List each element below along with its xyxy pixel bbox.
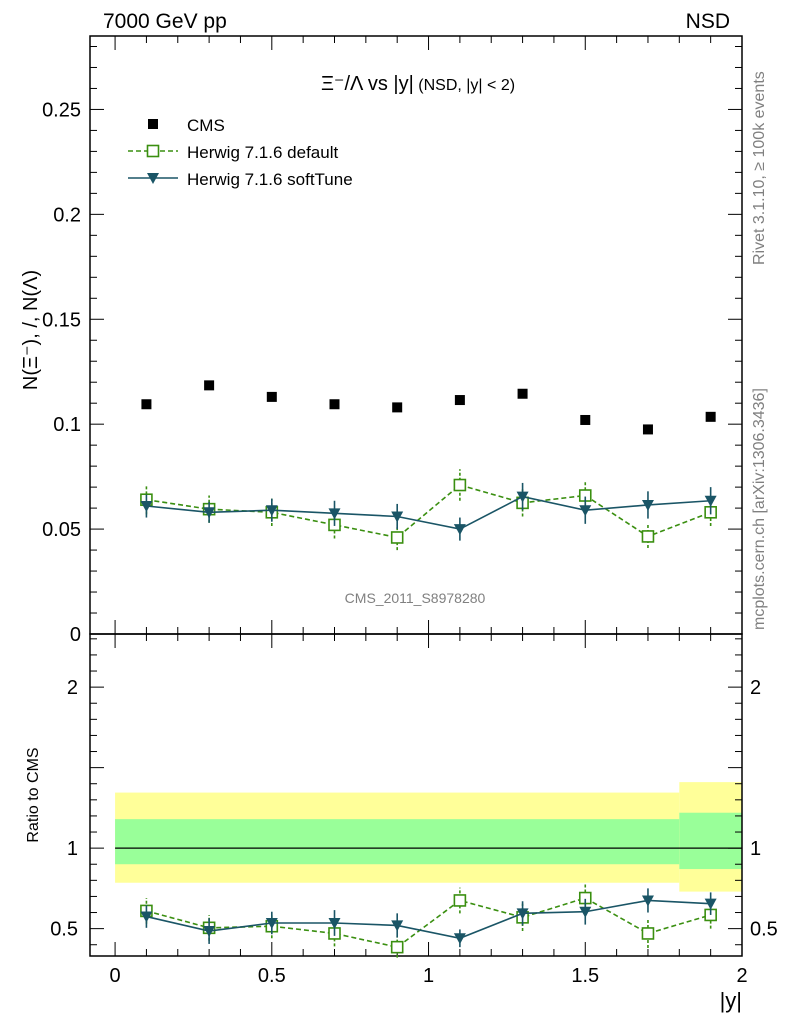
x-tick-label: 1.5 (571, 965, 599, 987)
legend-item: Herwig 7.1.6 softTune (128, 170, 353, 189)
legend-marker (148, 119, 158, 129)
data-point (454, 395, 465, 406)
series-line (146, 897, 711, 949)
data-point (705, 411, 716, 422)
series-2 (140, 888, 717, 948)
data-point (328, 508, 341, 520)
series-2 (140, 482, 717, 541)
legend-label: CMS (187, 116, 225, 135)
x-tick-label: 0.5 (258, 965, 286, 987)
data-point (140, 911, 153, 923)
mcplots-label: mcplots.cern.ch [arXiv:1306.3436] (751, 388, 768, 630)
data-point (140, 501, 153, 513)
x-tick-label: 2 (736, 965, 747, 987)
x-tick-label: 1 (423, 965, 434, 987)
data-point (641, 499, 654, 511)
data-point (641, 895, 654, 907)
y-tick-label: 0 (70, 624, 81, 646)
y-tick-label: 2 (67, 677, 78, 699)
data-point (579, 906, 592, 918)
y-tick-label: 0.2 (53, 204, 81, 226)
data-point (453, 894, 467, 907)
data-point (203, 926, 216, 938)
legend-marker (147, 173, 159, 184)
data-point (704, 495, 717, 507)
x-axis-label: |y| (720, 988, 742, 1013)
legend: CMS Herwig 7.1.6 default Herwig 7.1.6 soft… (128, 116, 353, 189)
plot-title: Ξ⁻/Λ vs |y| (NSD, |y| < 2) (321, 73, 515, 95)
data-point (516, 491, 529, 503)
y-tick-label-right: 2 (750, 677, 761, 699)
plot-title-main: Ξ⁻/Λ vs |y| (321, 73, 414, 95)
uncertainty-band-inner (679, 812, 742, 870)
data-point (390, 940, 404, 954)
legend-label: Herwig 7.1.6 softTune (187, 170, 353, 189)
x-tick-label: 0 (110, 965, 121, 987)
ratio-panel: 0 0.5 1 1.5 2 0.5 0.5 1 1 2 2 (50, 633, 778, 987)
watermark: CMS_2011_S8978280 (345, 590, 486, 606)
legend-marker (146, 144, 160, 158)
y-tick-label: 0.05 (42, 519, 81, 541)
header-right: NSD (686, 10, 730, 33)
y-tick-label-right: 1 (750, 838, 761, 860)
data-point (453, 933, 466, 945)
series-line (146, 495, 711, 530)
data-point (141, 399, 152, 410)
data-point (328, 917, 341, 929)
y-tick-label-right: 0.5 (750, 919, 778, 941)
data-point (453, 478, 467, 492)
data-point (266, 391, 277, 402)
data-point (392, 402, 403, 413)
y-tick-label: 1 (67, 838, 78, 860)
main-panel: 0.05 0.1 0.15 0.2 0.25 0 (42, 35, 743, 646)
plot-frame (89, 633, 743, 957)
data-point (204, 380, 215, 391)
data-point (265, 917, 278, 929)
y-tick-label: 0.1 (53, 414, 81, 436)
data-point (580, 414, 591, 425)
plot-title-suffix: (NSD, |y| < 2) (418, 77, 515, 94)
header-left: 7000 GeV pp (103, 10, 227, 33)
legend-item: CMS (148, 116, 225, 135)
rivet-label: Rivet 3.1.10, ≥ 100k events (751, 71, 768, 265)
legend-label: Herwig 7.1.6 default (187, 143, 338, 162)
legend-item: Herwig 7.1.6 default (128, 143, 338, 162)
data-point (641, 927, 655, 940)
y-tick-label: 0.5 (50, 919, 78, 941)
series-line (146, 899, 711, 940)
data-point (579, 505, 592, 517)
data-point (265, 505, 278, 517)
series-1 (140, 469, 717, 551)
data-point (641, 530, 655, 543)
upper-y-axis-label: N(Ξ⁻), /, N(Λ) (20, 270, 42, 390)
data-point (391, 920, 404, 932)
lower-y-axis-label: Ratio to CMS (25, 747, 42, 842)
data-point (453, 524, 466, 536)
data-point (517, 388, 528, 399)
data-point (390, 531, 404, 544)
data-point (642, 424, 653, 435)
data-point (516, 908, 529, 920)
y-tick-label: 0.15 (42, 309, 81, 331)
data-point (329, 399, 340, 410)
data-point (704, 898, 717, 910)
data-point (203, 507, 216, 519)
y-tick-label: 0.25 (42, 99, 81, 121)
uncertainty-band-inner (115, 819, 680, 865)
series-0 (141, 380, 716, 435)
data-point (391, 511, 404, 523)
